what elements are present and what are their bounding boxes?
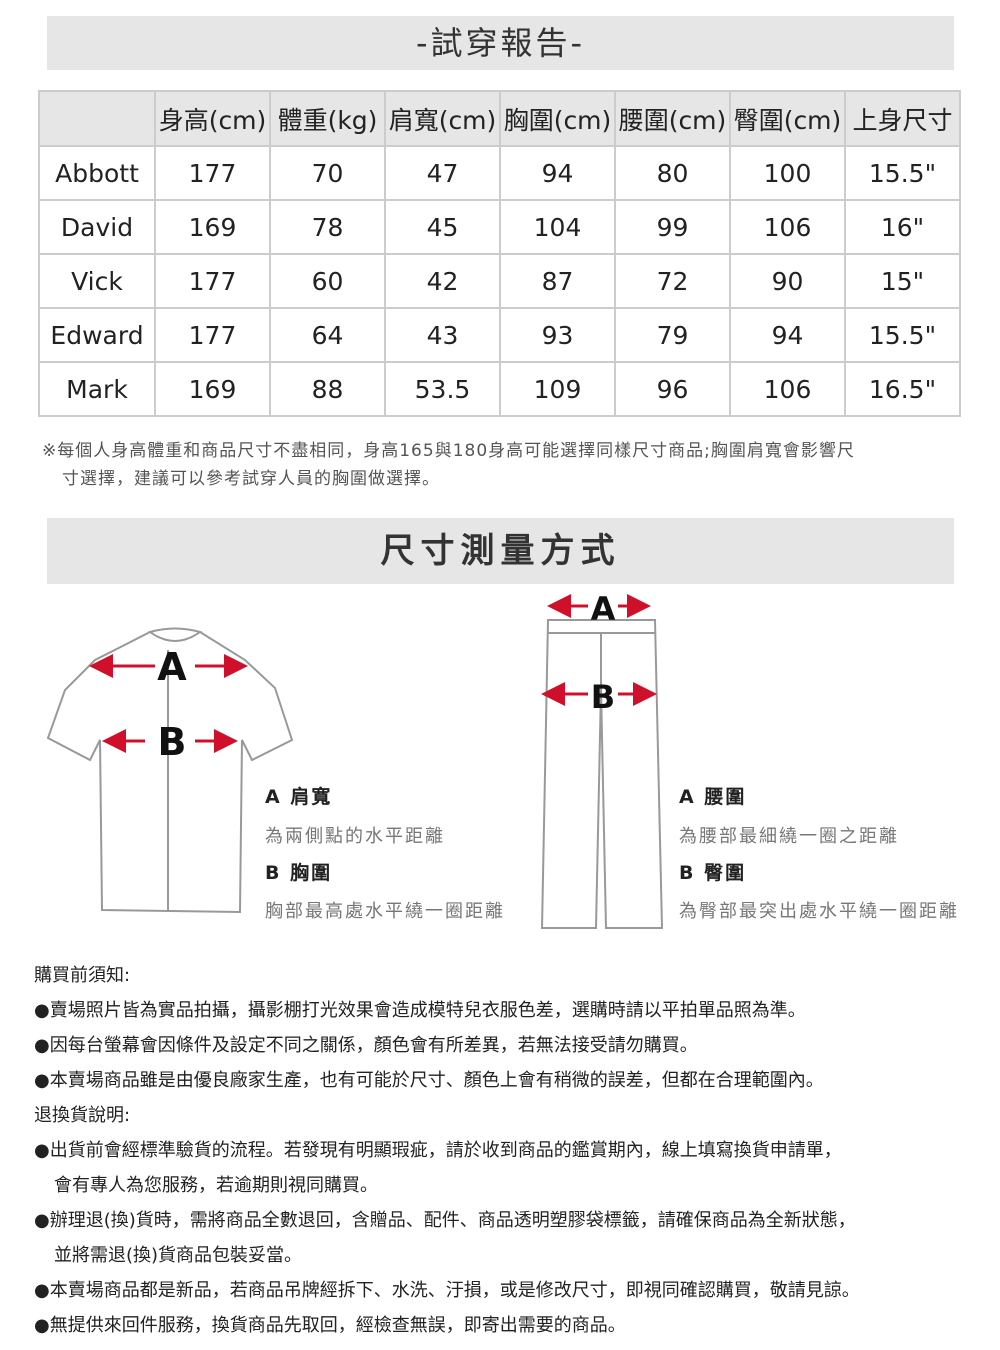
table-cell: 106 bbox=[729, 199, 846, 255]
header-cell: 腰圍(cm) bbox=[614, 90, 731, 147]
returns-heading: 退換貨說明: bbox=[34, 1105, 131, 1126]
table-cell: 47 bbox=[384, 145, 501, 201]
table-cell: 42 bbox=[384, 253, 501, 309]
table-cell: 43 bbox=[384, 307, 501, 363]
table-cell: 88 bbox=[269, 361, 386, 417]
notes-item: ●無提供來回件服務，換貨商品先取回，經檢查無誤，即寄出需要的商品。 bbox=[34, 1315, 626, 1336]
shirt-a-desc: 為兩側點的水平距離 bbox=[265, 826, 445, 847]
tester-name: Mark bbox=[38, 361, 156, 417]
shirt-illustration: A B bbox=[46, 627, 294, 914]
pants-b-title: B 臀圍 bbox=[679, 862, 747, 884]
shirt-b-desc: 胸部最高處水平繞一圈距離 bbox=[265, 901, 505, 922]
header-cell: 身高(cm) bbox=[154, 90, 271, 147]
notes-item: ●賣場照片皆為實品拍攝，攝影棚打光效果會造成模特兒衣服色差，選購時請以平拍單品照… bbox=[34, 1000, 806, 1021]
table-cell: 109 bbox=[499, 361, 616, 417]
note-line: ※每個人身高體重和商品尺寸不盡相同，身高165與180身高可能選擇同樣尺寸商品;… bbox=[42, 441, 855, 461]
table-cell: 100 bbox=[729, 145, 846, 201]
table-cell: 79 bbox=[614, 307, 731, 363]
table-cell: 177 bbox=[154, 145, 271, 201]
notes-item: ●出貨前會經標準驗貨的流程。若發現有明顯瑕疵，請於收到商品的鑑賞期內，線上填寫換… bbox=[34, 1140, 842, 1161]
tester-name: Edward bbox=[38, 307, 156, 363]
header-cell bbox=[38, 90, 156, 147]
table-row: Mark 169 88 53.5 109 96 106 16.5" bbox=[38, 361, 961, 417]
table-cell: 16" bbox=[844, 199, 961, 255]
pants-b-desc: 為臀部最突出處水平繞一圈距離 bbox=[679, 901, 959, 922]
table-cell: 104 bbox=[499, 199, 616, 255]
header-cell: 臀圍(cm) bbox=[729, 90, 846, 147]
purchase-notes: 購買前須知: ●賣場照片皆為實品拍攝，攝影棚打光效果會造成模特兒衣服色差，選購時… bbox=[34, 958, 984, 1343]
notes-item: ●因每台螢幕會因條件及設定不同之關係，顏色會有所差異，若無法接受請勿購買。 bbox=[34, 1035, 698, 1056]
fitting-table: 身高(cm) 體重(kg) 肩寬(cm) 胸圍(cm) 腰圍(cm) 臀圍(cm… bbox=[38, 90, 961, 417]
table-row: Abbott 177 70 47 94 80 100 15.5" bbox=[38, 145, 961, 201]
notes-item: ●本賣場商品都是新品，若商品吊牌經拆下、水洗、汙損，或是修改尺寸，即視同確認購買… bbox=[34, 1280, 860, 1301]
measure-title: 尺寸測量方式 bbox=[47, 518, 954, 584]
table-cell: 72 bbox=[614, 253, 731, 309]
shirt-b-title: B 胸圍 bbox=[265, 862, 333, 884]
notes-item: ●本賣場商品雖是由優良廠家生產，也有可能於尺寸、顏色上會有稍微的誤差，但都在合理… bbox=[34, 1070, 824, 1091]
size-note: ※每個人身高體重和商品尺寸不盡相同，身高165與180身高可能選擇同樣尺寸商品;… bbox=[42, 437, 962, 493]
header-cell: 胸圍(cm) bbox=[499, 90, 616, 147]
table-cell: 93 bbox=[499, 307, 616, 363]
table-cell: 78 bbox=[269, 199, 386, 255]
table-cell: 45 bbox=[384, 199, 501, 255]
pants-a-desc: 為腰部最細繞一圈之距離 bbox=[679, 826, 899, 847]
table-cell: 94 bbox=[729, 307, 846, 363]
pants-a-label: A bbox=[591, 590, 616, 628]
table-row: Edward 177 64 43 93 79 94 15.5" bbox=[38, 307, 961, 363]
notes-item: ●辦理退(換)貨時，需將商品全數退回，含贈品、配件、商品透明塑膠袋標籤，請確保商… bbox=[34, 1210, 856, 1231]
table-cell: 169 bbox=[154, 361, 271, 417]
table-header-row: 身高(cm) 體重(kg) 肩寬(cm) 胸圍(cm) 腰圍(cm) 臀圍(cm… bbox=[38, 90, 961, 147]
table-cell: 96 bbox=[614, 361, 731, 417]
shirt-a-label: A bbox=[157, 645, 187, 689]
notes-item-cont: 會有專人為您服務，若逾期則視同購買。 bbox=[54, 1175, 378, 1196]
table-cell: 64 bbox=[269, 307, 386, 363]
table-cell: 99 bbox=[614, 199, 731, 255]
shirt-b-label: B bbox=[158, 720, 187, 764]
table-cell: 15.5" bbox=[844, 145, 961, 201]
header-cell: 體重(kg) bbox=[269, 90, 386, 147]
table-cell: 15.5" bbox=[844, 307, 961, 363]
pants-illustration: A B bbox=[540, 590, 664, 929]
pants-b-label: B bbox=[591, 678, 615, 716]
header-cell: 肩寬(cm) bbox=[384, 90, 501, 147]
table-cell: 177 bbox=[154, 253, 271, 309]
tester-name: Abbott bbox=[38, 145, 156, 201]
header-cell: 上身尺寸 bbox=[844, 90, 961, 147]
table-cell: 80 bbox=[614, 145, 731, 201]
table-row: Vick 177 60 42 87 72 90 15" bbox=[38, 253, 961, 309]
table-cell: 70 bbox=[269, 145, 386, 201]
table-cell: 16.5" bbox=[844, 361, 961, 417]
table-cell: 90 bbox=[729, 253, 846, 309]
note-line: 寸選擇，建議可以參考試穿人員的胸圍做選擇。 bbox=[62, 469, 440, 489]
pants-a-title: A 腰圍 bbox=[679, 786, 747, 808]
table-cell: 94 bbox=[499, 145, 616, 201]
table-cell: 15" bbox=[844, 253, 961, 309]
table-cell: 60 bbox=[269, 253, 386, 309]
shirt-a-title: A 肩寬 bbox=[265, 786, 333, 808]
table-cell: 177 bbox=[154, 307, 271, 363]
notes-heading: 購買前須知: bbox=[34, 965, 131, 986]
tester-name: David bbox=[38, 199, 156, 255]
table-cell: 53.5 bbox=[384, 361, 501, 417]
table-cell: 106 bbox=[729, 361, 846, 417]
tester-name: Vick bbox=[38, 253, 156, 309]
table-cell: 87 bbox=[499, 253, 616, 309]
fitting-report-title: -試穿報告- bbox=[47, 16, 954, 70]
table-row: David 169 78 45 104 99 106 16" bbox=[38, 199, 961, 255]
table-cell: 169 bbox=[154, 199, 271, 255]
notes-item-cont: 並將需退(換)貨商品包裝妥當。 bbox=[54, 1245, 303, 1266]
